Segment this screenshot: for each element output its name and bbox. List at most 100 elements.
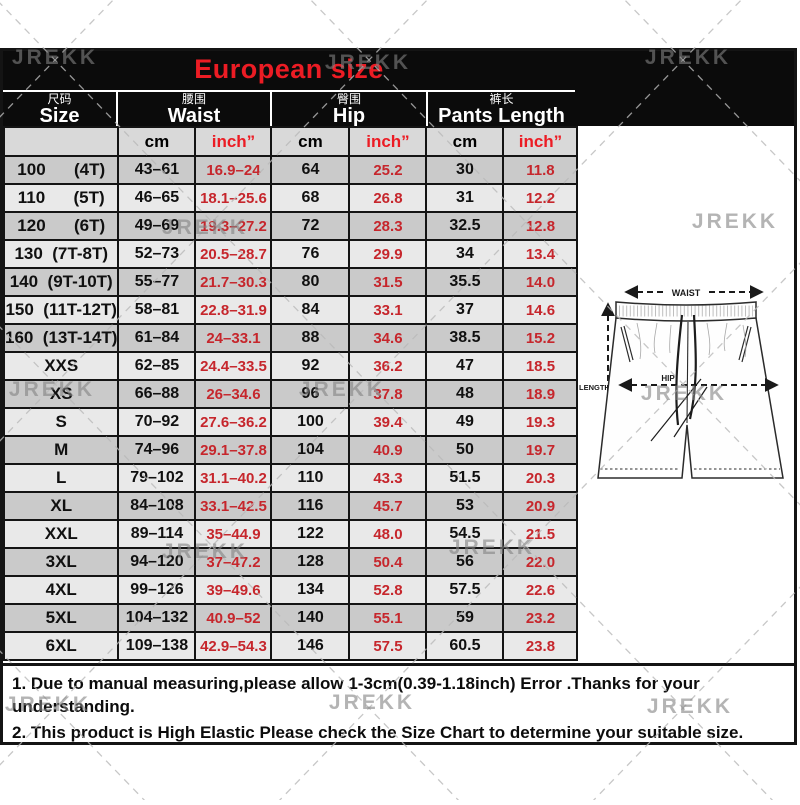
size-cell: XL [2,491,120,521]
waist-inch-cell: 19.3–27.2 [194,211,273,241]
length-inch-cell: 22.0 [502,547,579,577]
waist-inch-cell: 37–47.2 [194,547,273,577]
waist-cm-cell: 89–114 [117,519,197,549]
size-cell: L [2,463,120,493]
hip-arrow-label: HIP [661,374,675,383]
length-cm-cell: 54.5 [425,519,505,549]
hip-inch-cell: 57.5 [348,631,428,661]
waist-cm-header: cm [117,126,197,157]
size-cell: 5XL [2,603,120,633]
hip-inch-cell: 36.2 [348,351,428,381]
hip-cm-cell: 100 [270,407,351,437]
length-cm-header: cm [425,126,505,157]
waist-inch-cell: 21.7–30.3 [194,267,273,297]
waist-cm-cell: 55–77 [117,267,197,297]
hip-cm-cell: 104 [270,435,351,465]
length-inch-cell: 15.2 [502,323,579,353]
waist-cm-cell: 79–102 [117,463,197,493]
length-cm-cell: 38.5 [425,323,505,353]
hip-inch-cell: 52.8 [348,575,428,605]
waist-inch-cell: 18.1–25.6 [194,183,273,213]
waist-cm-cell: 70–92 [117,407,197,437]
waist-inch-cell: 35–44.9 [194,519,273,549]
waist-inch-cell: 16.9–24 [194,155,273,185]
hip-cm-cell: 84 [270,295,351,325]
length-inch-cell: 23.2 [502,603,579,633]
table-subheader-row: cm inch” cm inch” cm inch” [2,126,579,157]
waist-inch-cell: 29.1–37.8 [194,435,273,465]
hip-inch-cell: 26.8 [348,183,428,213]
waist-inch-cell: 26–34.6 [194,379,273,409]
length-inch-cell: 18.5 [502,351,579,381]
length-inch-cell: 21.5 [502,519,579,549]
waist-inch-cell: 24.4–33.5 [194,351,273,381]
table-row: 160 (13T-14T) 61–84 24–33.1 88 34.6 38.5 15.2 [2,323,579,353]
waist-inch-cell: 20.5–28.7 [194,239,273,269]
size-chart-frame: European size 尺码 Size 腰围 Waist 臀围 Hip 裤长… [0,48,797,745]
size-cell: S [2,407,120,437]
length-inch-cell: 12.8 [502,211,579,241]
size-cell: 110 (5T) [2,183,120,213]
waist-cm-cell: 61–84 [117,323,197,353]
length-inch-cell: 20.3 [502,463,579,493]
waist-cm-cell: 94–120 [117,547,197,577]
waist-inch-header: inch” [194,126,273,157]
size-cell: 160 (13T-14T) [2,323,120,353]
length-cm-cell: 30 [425,155,505,185]
waist-cm-cell: 99–126 [117,575,197,605]
length-inch-header: inch” [502,126,579,157]
length-arrow-label: LENGTH [579,383,610,392]
waist-cm-cell: 49–69 [117,211,197,241]
waist-inch-cell: 42.9–54.3 [194,631,273,661]
length-inch-cell: 22.6 [502,575,579,605]
length-cm-cell: 53 [425,491,505,521]
waist-cm-cell: 52–73 [117,239,197,269]
waist-inch-cell: 31.1–40.2 [194,463,273,493]
hip-cm-cell: 96 [270,379,351,409]
hip-inch-cell: 48.0 [348,519,428,549]
size-cell: M [2,435,120,465]
size-cell: XS [2,379,120,409]
table-row: XS 66–88 26–34.6 96 37.8 48 18.9 [2,379,579,409]
hip-cm-cell: 72 [270,211,351,241]
length-cm-cell: 48 [425,379,505,409]
waist-cm-cell: 46–65 [117,183,197,213]
hip-inch-cell: 50.4 [348,547,428,577]
blank-cell [2,126,120,157]
chart-title: European size [194,54,384,84]
waist-cm-cell: 84–108 [117,491,197,521]
waist-inch-cell: 39–49.6 [194,575,273,605]
hip-inch-cell: 33.1 [348,295,428,325]
table-row: XXL 89–114 35–44.9 122 48.0 54.5 21.5 [2,519,579,549]
length-inch-cell: 18.9 [502,379,579,409]
table-row: L 79–102 31.1–40.2 110 43.3 51.5 20.3 [2,463,579,493]
hip-inch-cell: 29.9 [348,239,428,269]
length-cm-cell: 49 [425,407,505,437]
table-row: 140 (9T-10T) 55–77 21.7–30.3 80 31.5 35.5 14.0 [2,267,579,297]
hip-label-en: Hip [332,104,366,127]
hip-inch-cell: 28.3 [348,211,428,241]
hip-inch-header: inch” [348,126,428,157]
length-cm-cell: 35.5 [425,267,505,297]
shorts-outline [597,301,784,479]
size-cell: 130 (7T-8T) [2,239,120,269]
table-row: 130 (7T-8T) 52–73 20.5–28.7 76 29.9 34 13.4 [2,239,579,269]
hip-inch-cell: 43.3 [348,463,428,493]
hip-inch-cell: 34.6 [348,323,428,353]
pants-length-label-zh: 裤长 [489,91,514,106]
waist-label-en: Waist [167,104,221,127]
hip-cm-cell: 88 [270,323,351,353]
shorts-diagram: WAIST LENGTH [579,285,784,479]
waist-cm-cell: 62–85 [117,351,197,381]
length-cm-cell: 56 [425,547,505,577]
size-cell: 3XL [2,547,120,577]
length-cm-cell: 50 [425,435,505,465]
hip-cm-cell: 68 [270,183,351,213]
length-cm-cell: 60.5 [425,631,505,661]
table-row: XL 84–108 33.1–42.5 116 45.7 53 20.9 [2,491,579,521]
hip-inch-cell: 45.7 [348,491,428,521]
pants-length-label-en: Pants Length [438,104,565,127]
hip-cm-cell: 140 [270,603,351,633]
size-cell: XXL [2,519,120,549]
column-header-size: 尺码 Size [3,92,116,126]
